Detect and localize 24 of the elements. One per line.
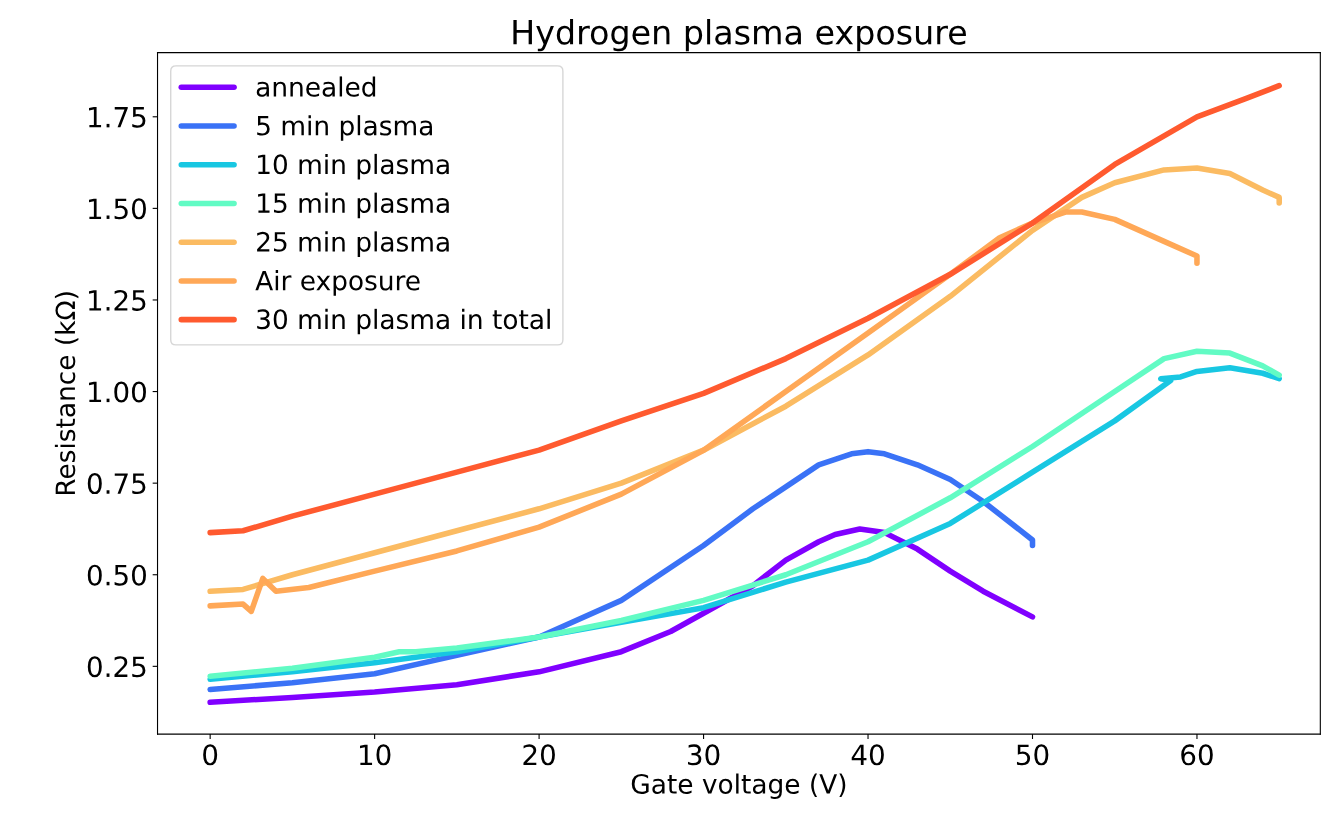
x-tick-label: 50 — [1016, 744, 1049, 766]
legend-label: 15 min plasma — [258, 192, 449, 219]
y-tick-label: 0.75 — [87, 473, 146, 495]
y-tick-label: 1.00 — [89, 381, 146, 403]
y-tick-label: 1.25 — [89, 289, 146, 311]
y-tick-label: 1.75 — [89, 107, 146, 128]
y-tick-label: 1.50 — [89, 198, 146, 220]
legend-label: 10 min plasma — [258, 153, 449, 180]
legend-label: annealed — [256, 76, 376, 97]
y-tick-label: 0.25 — [87, 656, 146, 678]
x-tick-label: 0 — [203, 744, 218, 766]
y-axis-title: Resistance (kΩ) — [54, 292, 79, 495]
legend-label: 25 min plasma — [257, 231, 449, 257]
x-axis-title: Gate voltage (V) — [631, 773, 846, 800]
chart-title: Hydrogen plasma exposure — [513, 19, 966, 52]
legend-label: Air exposure — [255, 270, 420, 296]
legend-label: 5 min plasma — [257, 115, 432, 141]
x-tick-label: 10 — [360, 744, 391, 766]
legend-label: 30 min plasma in total — [257, 308, 550, 335]
x-tick-label: 20 — [523, 744, 555, 766]
x-tick-label: 40 — [851, 744, 884, 766]
x-tick-label: 30 — [688, 744, 720, 766]
y-tick-label: 0.50 — [87, 564, 146, 586]
x-tick-label: 60 — [1181, 744, 1213, 766]
